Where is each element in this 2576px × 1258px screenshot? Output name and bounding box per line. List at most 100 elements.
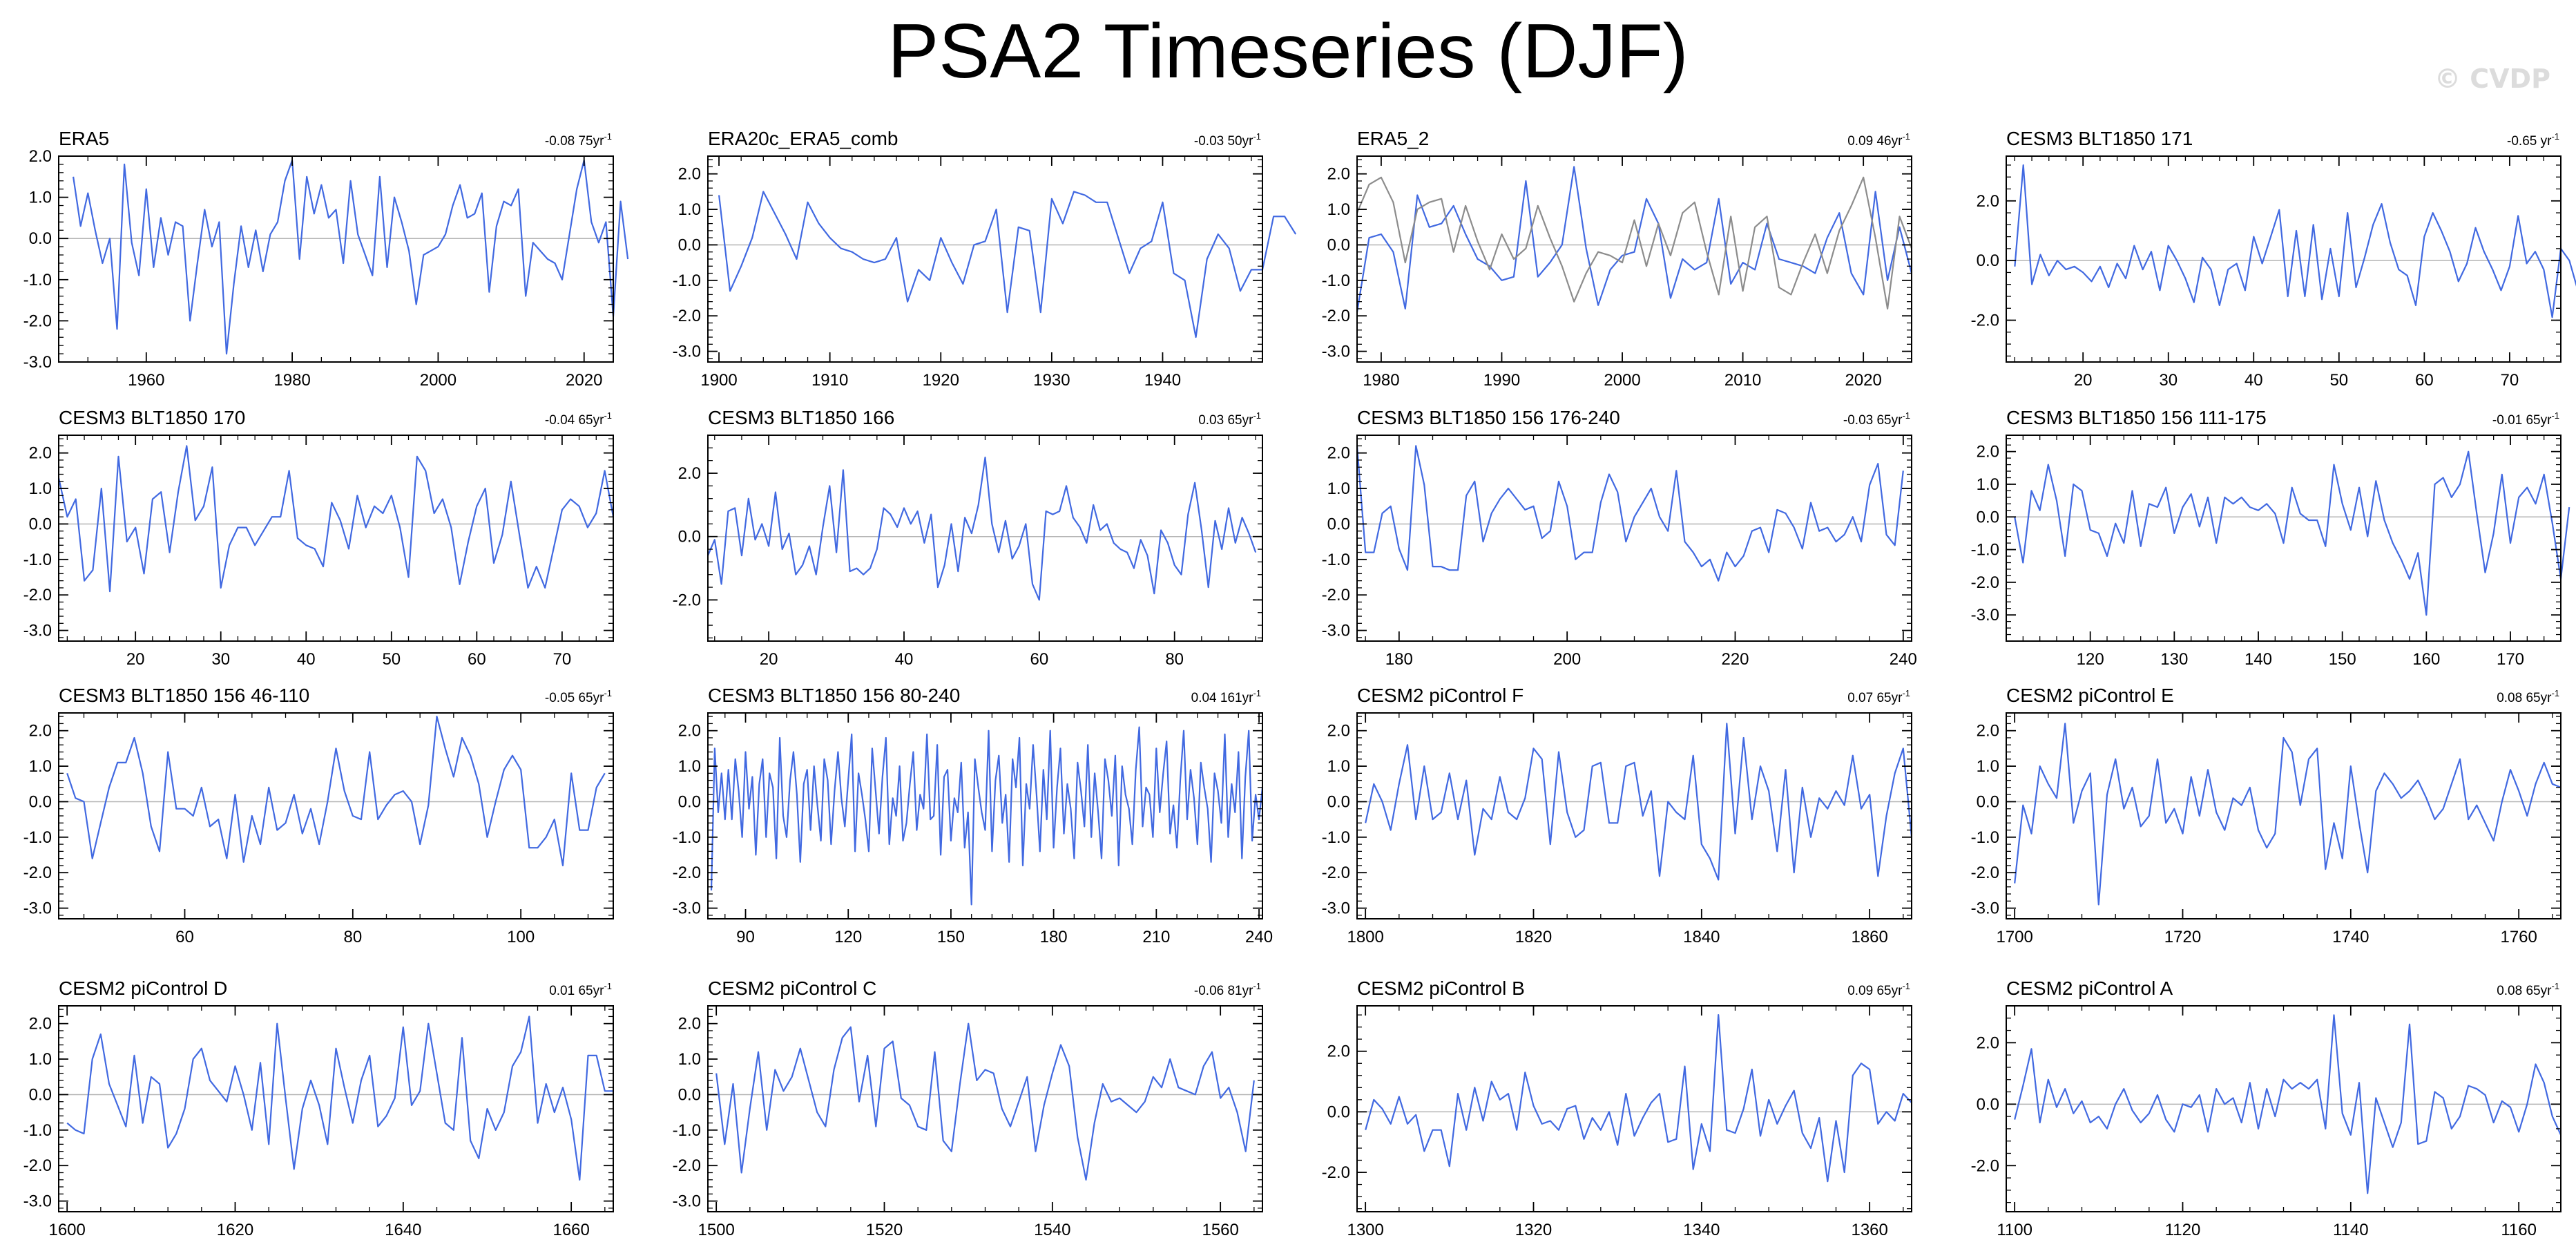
y-tick-label: -2.0: [1971, 1156, 1999, 1175]
x-tick-label: 100: [507, 928, 535, 946]
y-tick-label: 2.0: [29, 1015, 52, 1033]
y-tick-label: -3.0: [23, 899, 52, 918]
x-tick-label: 240: [1245, 928, 1273, 946]
y-tick-label: -2.0: [23, 586, 52, 604]
y-tick-label: -2.0: [1971, 573, 1999, 592]
y-tick-label: 2.0: [1327, 444, 1350, 463]
plot-frame: [707, 435, 1263, 642]
y-tick-label: -1.0: [23, 828, 52, 847]
trend-label: -0.08 75yr-1: [545, 131, 612, 149]
x-tick-label: 70: [553, 650, 572, 669]
x-tick-label: 90: [736, 928, 755, 946]
x-tick-label: 30: [2159, 371, 2178, 390]
x-tick-label: 1160: [2501, 1221, 2537, 1239]
y-tick-label: -2.0: [23, 864, 52, 882]
y-tick-label: 0.0: [678, 792, 701, 811]
y-tick-label: 1.0: [29, 757, 52, 776]
trend-label: 0.04 161yr-1: [1191, 688, 1261, 705]
y-tick-label: -2.0: [673, 307, 701, 325]
x-tick-label: 1930: [1033, 371, 1070, 390]
x-tick-label: 30: [211, 650, 230, 669]
y-tick-label: 1.0: [29, 479, 52, 498]
x-tick-label: 1600: [48, 1221, 85, 1239]
trend-label: -0.03 65yr-1: [1843, 410, 1910, 428]
page-title: PSA2 Timeseries (DJF): [887, 8, 1689, 94]
panel-11: CESM2 piControl E 0.08 65yr-1 -3.0 -2.0 -1.0…: [1971, 685, 2561, 946]
panel-title: CESM2 piControl B: [1357, 978, 1525, 999]
x-tick-label: 1140: [2333, 1221, 2369, 1239]
x-tick-label: 1540: [1034, 1221, 1070, 1239]
x-tick-label: 60: [175, 928, 194, 946]
x-tick-label: 1660: [552, 1221, 589, 1239]
x-tick-label: 2020: [566, 371, 602, 390]
series-line: [2014, 164, 2576, 318]
panel-8: CESM3 BLT1850 156 46-110 -0.05 65yr-1 -3.0…: [23, 685, 614, 946]
x-tick-label: 1360: [1851, 1221, 1887, 1239]
plot-frame: [2006, 155, 2561, 363]
panel-title: CESM2 piControl D: [59, 978, 227, 999]
panel-title: CESM2 piControl A: [2006, 978, 2173, 999]
y-tick-label: 0.0: [29, 229, 52, 248]
trend-label: 0.01 65yr-1: [549, 981, 612, 998]
y-tick-label: -2.0: [1971, 312, 1999, 330]
y-tick-label: 1.0: [678, 1050, 701, 1069]
x-tick-label: 1990: [1483, 371, 1520, 390]
x-tick-label: 2010: [1724, 371, 1761, 390]
x-tick-label: 220: [1721, 650, 1749, 669]
x-tick-label: 40: [2245, 371, 2263, 390]
series-line: [1365, 723, 1913, 881]
x-tick-label: 60: [468, 650, 486, 669]
x-tick-label: 150: [937, 928, 965, 946]
x-tick-label: 240: [1890, 650, 1917, 669]
y-tick-label: 2.0: [1327, 722, 1350, 741]
plot-frame: [2006, 1005, 2561, 1212]
y-tick-label: -3.0: [23, 1192, 52, 1211]
plot-frame: [1356, 712, 1912, 919]
panel-12: CESM2 piControl D 0.01 65yr-1 -3.0 -2.0 -1.0…: [23, 978, 614, 1239]
x-tick-label: 1620: [217, 1221, 253, 1239]
panel-13: CESM2 piControl C -0.06 81yr-1 -3.0 -2.0 -1.…: [673, 978, 1263, 1239]
y-tick-label: 0.0: [678, 528, 701, 546]
trend-label: 0.08 65yr-1: [2497, 981, 2559, 998]
y-tick-label: 0.0: [1327, 515, 1350, 533]
series-line: [2014, 450, 2570, 616]
y-tick-label: 2.0: [678, 464, 701, 483]
panel-title: CESM3 BLT1850 171: [2006, 128, 2193, 149]
x-tick-label: 1300: [1347, 1221, 1383, 1239]
panel-title: CESM3 BLT1850 170: [59, 407, 245, 428]
y-tick-label: 2.0: [1977, 443, 1999, 461]
y-tick-label: 0.0: [1977, 792, 1999, 811]
plot-frame: [58, 155, 614, 363]
y-tick-label: 2.0: [678, 722, 701, 741]
x-tick-label: 120: [2077, 650, 2104, 669]
panel-title: CESM3 BLT1850 166: [708, 407, 894, 428]
x-tick-label: 1520: [866, 1221, 903, 1239]
series-line: [57, 445, 615, 593]
y-tick-label: -2.0: [23, 312, 52, 330]
x-tick-label: 80: [1165, 650, 1184, 669]
y-tick-label: -3.0: [1971, 899, 1999, 918]
x-tick-label: 1700: [1996, 928, 2032, 946]
panel-3: CESM3 BLT1850 171 -0.65 yr-1 -2.0 0.0 2.0 20 3…: [1971, 128, 2576, 390]
series-line: [1356, 166, 1913, 313]
x-tick-label: 1720: [2164, 928, 2201, 946]
y-tick-label: 1.0: [1327, 757, 1350, 776]
y-tick-label: -1.0: [673, 271, 701, 290]
trend-label: -0.06 81yr-1: [1194, 981, 1261, 998]
plot-frame: [2006, 435, 2561, 642]
series-line: [73, 159, 629, 355]
y-tick-label: 1.0: [29, 1050, 52, 1069]
x-tick-label: 60: [2415, 371, 2434, 390]
x-tick-label: 1800: [1347, 928, 1383, 946]
panel-5: CESM3 BLT1850 166 0.03 65yr-1 -2.0 0.0 2.0 20…: [673, 407, 1263, 669]
y-tick-label: 1.0: [678, 757, 701, 776]
y-tick-label: -3.0: [673, 1192, 701, 1211]
series-line: [66, 1016, 613, 1181]
y-tick-label: 0.0: [1327, 236, 1350, 254]
y-tick-label: -2.0: [1322, 1163, 1350, 1182]
y-tick-label: -1.0: [1971, 828, 1999, 847]
y-tick-label: -2.0: [673, 591, 701, 609]
x-tick-label: 180: [1040, 928, 1068, 946]
panel-10: CESM2 piControl F 0.07 65yr-1 -3.0 -2.0 -1.0…: [1322, 685, 1913, 946]
panel-title: CESM3 BLT1850 156 111-175: [2006, 407, 2267, 428]
